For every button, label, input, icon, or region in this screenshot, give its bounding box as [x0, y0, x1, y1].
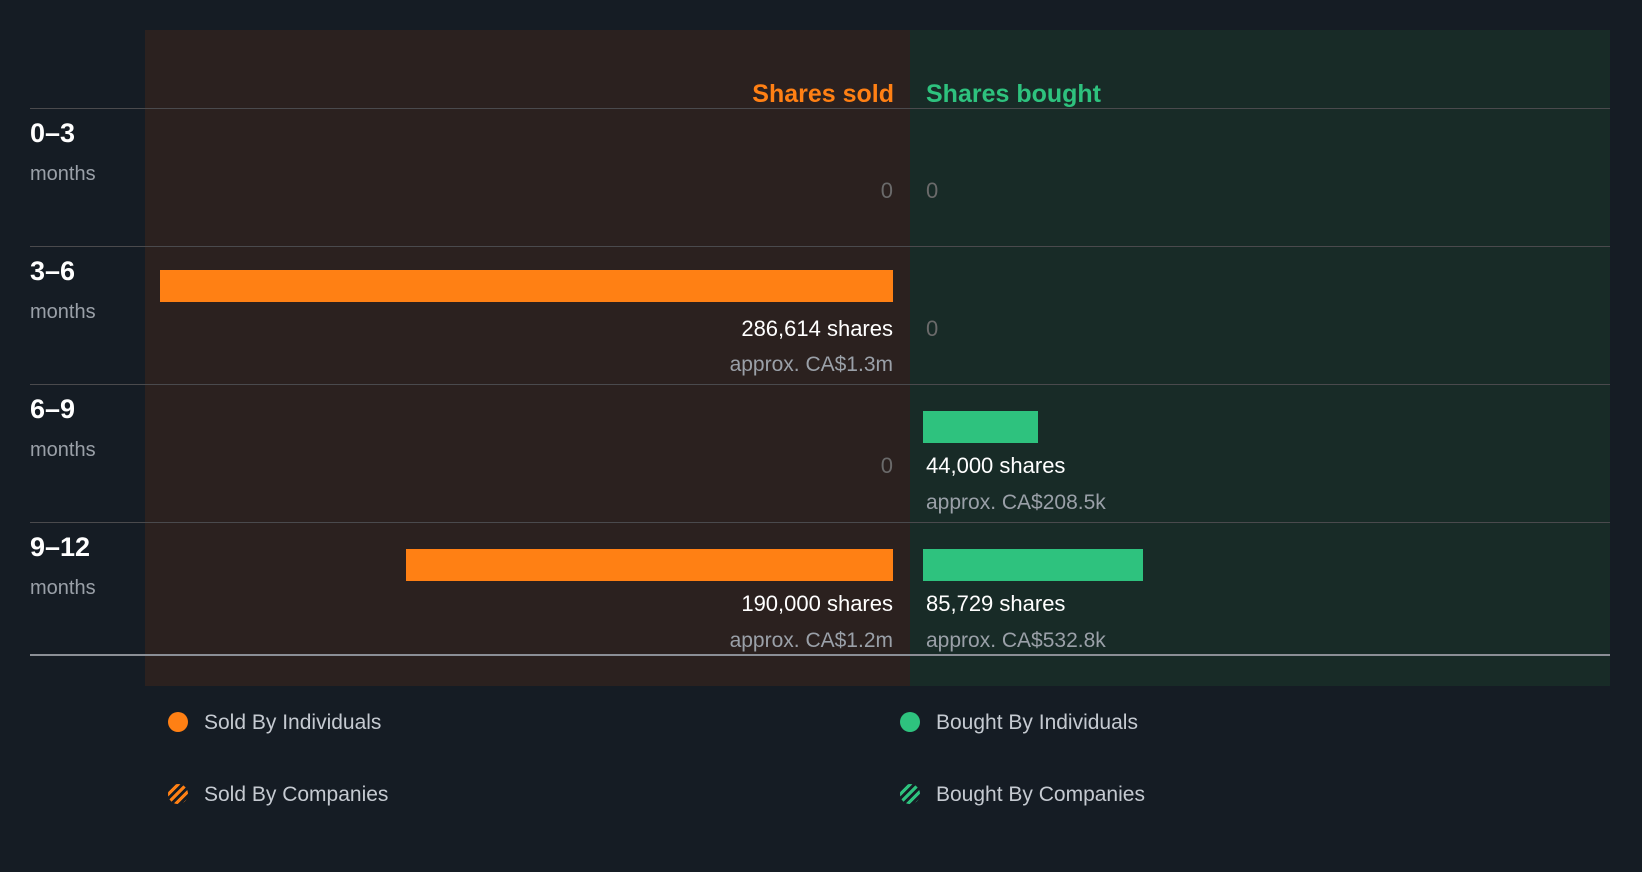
legend-label: Sold By Companies: [204, 782, 389, 806]
row-period: 0–3: [30, 118, 76, 148]
chart-legend: Sold By Individuals Bought By Individual…: [0, 690, 1642, 872]
bought-approx-value-9-12: approx. CA$532.8k: [926, 629, 1106, 652]
sold-bar-3-6[interactable]: [160, 270, 893, 302]
row-separator: [30, 522, 1610, 523]
bought-shares-value-9-12: 85,729 shares: [926, 591, 1066, 616]
sold-shares-value-6-9: 0: [880, 453, 893, 478]
shares-bought-panel: [910, 30, 1610, 686]
sold-shares-value-3-6: 286,614 shares: [741, 316, 893, 341]
bought-bar-9-12[interactable]: [923, 549, 1143, 581]
orange-hatched-dot-icon: [168, 784, 188, 804]
row-unit: months: [30, 577, 96, 599]
bought-shares-value-3-6: 0: [926, 316, 939, 341]
bought-shares-value-0-3: 0: [926, 178, 939, 203]
row-period: 9–12: [30, 532, 91, 562]
axis-baseline: [30, 654, 1610, 656]
sold-approx-value-3-6: approx. CA$1.3m: [729, 353, 893, 376]
bought-shares-value-6-9: 44,000 shares: [926, 453, 1066, 478]
sold-shares-value-0-3: 0: [880, 178, 893, 203]
row-unit: months: [30, 163, 96, 185]
legend-label: Bought By Companies: [936, 782, 1145, 806]
row-label-3-6: 3–6 months: [30, 256, 140, 323]
legend-item-bought-by-individuals[interactable]: Bought By Individuals: [900, 708, 1138, 736]
sold-approx-value-9-12: approx. CA$1.2m: [729, 629, 893, 652]
row-label-6-9: 6–9 months: [30, 394, 140, 461]
sold-bar-9-12[interactable]: [406, 549, 893, 581]
legend-item-sold-by-companies[interactable]: Sold By Companies: [168, 780, 388, 808]
bought-approx-value-6-9: approx. CA$208.5k: [926, 491, 1106, 514]
shares-sold-header: Shares sold: [752, 80, 894, 108]
row-label-9-12: 9–12 months: [30, 532, 140, 599]
green-dot-icon: [900, 712, 920, 732]
bought-bar-6-9[interactable]: [923, 411, 1038, 443]
legend-label: Bought By Individuals: [936, 710, 1138, 734]
sold-shares-value-9-12: 190,000 shares: [741, 591, 893, 616]
row-unit: months: [30, 301, 96, 323]
orange-dot-icon: [168, 712, 188, 732]
row-separator: [30, 108, 1610, 109]
legend-item-bought-by-companies[interactable]: Bought By Companies: [900, 780, 1145, 808]
legend-item-sold-by-individuals[interactable]: Sold By Individuals: [168, 708, 381, 736]
row-separator: [30, 246, 1610, 247]
shares-bought-header: Shares bought: [926, 80, 1102, 108]
green-hatched-dot-icon: [900, 784, 920, 804]
row-label-0-3: 0–3 months: [30, 118, 140, 185]
legend-label: Sold By Individuals: [204, 710, 382, 734]
row-unit: months: [30, 439, 96, 461]
chart-header: Shares sold Shares bought: [0, 30, 1642, 108]
row-separator: [30, 384, 1610, 385]
row-period: 6–9: [30, 394, 76, 424]
row-period: 3–6: [30, 256, 76, 286]
